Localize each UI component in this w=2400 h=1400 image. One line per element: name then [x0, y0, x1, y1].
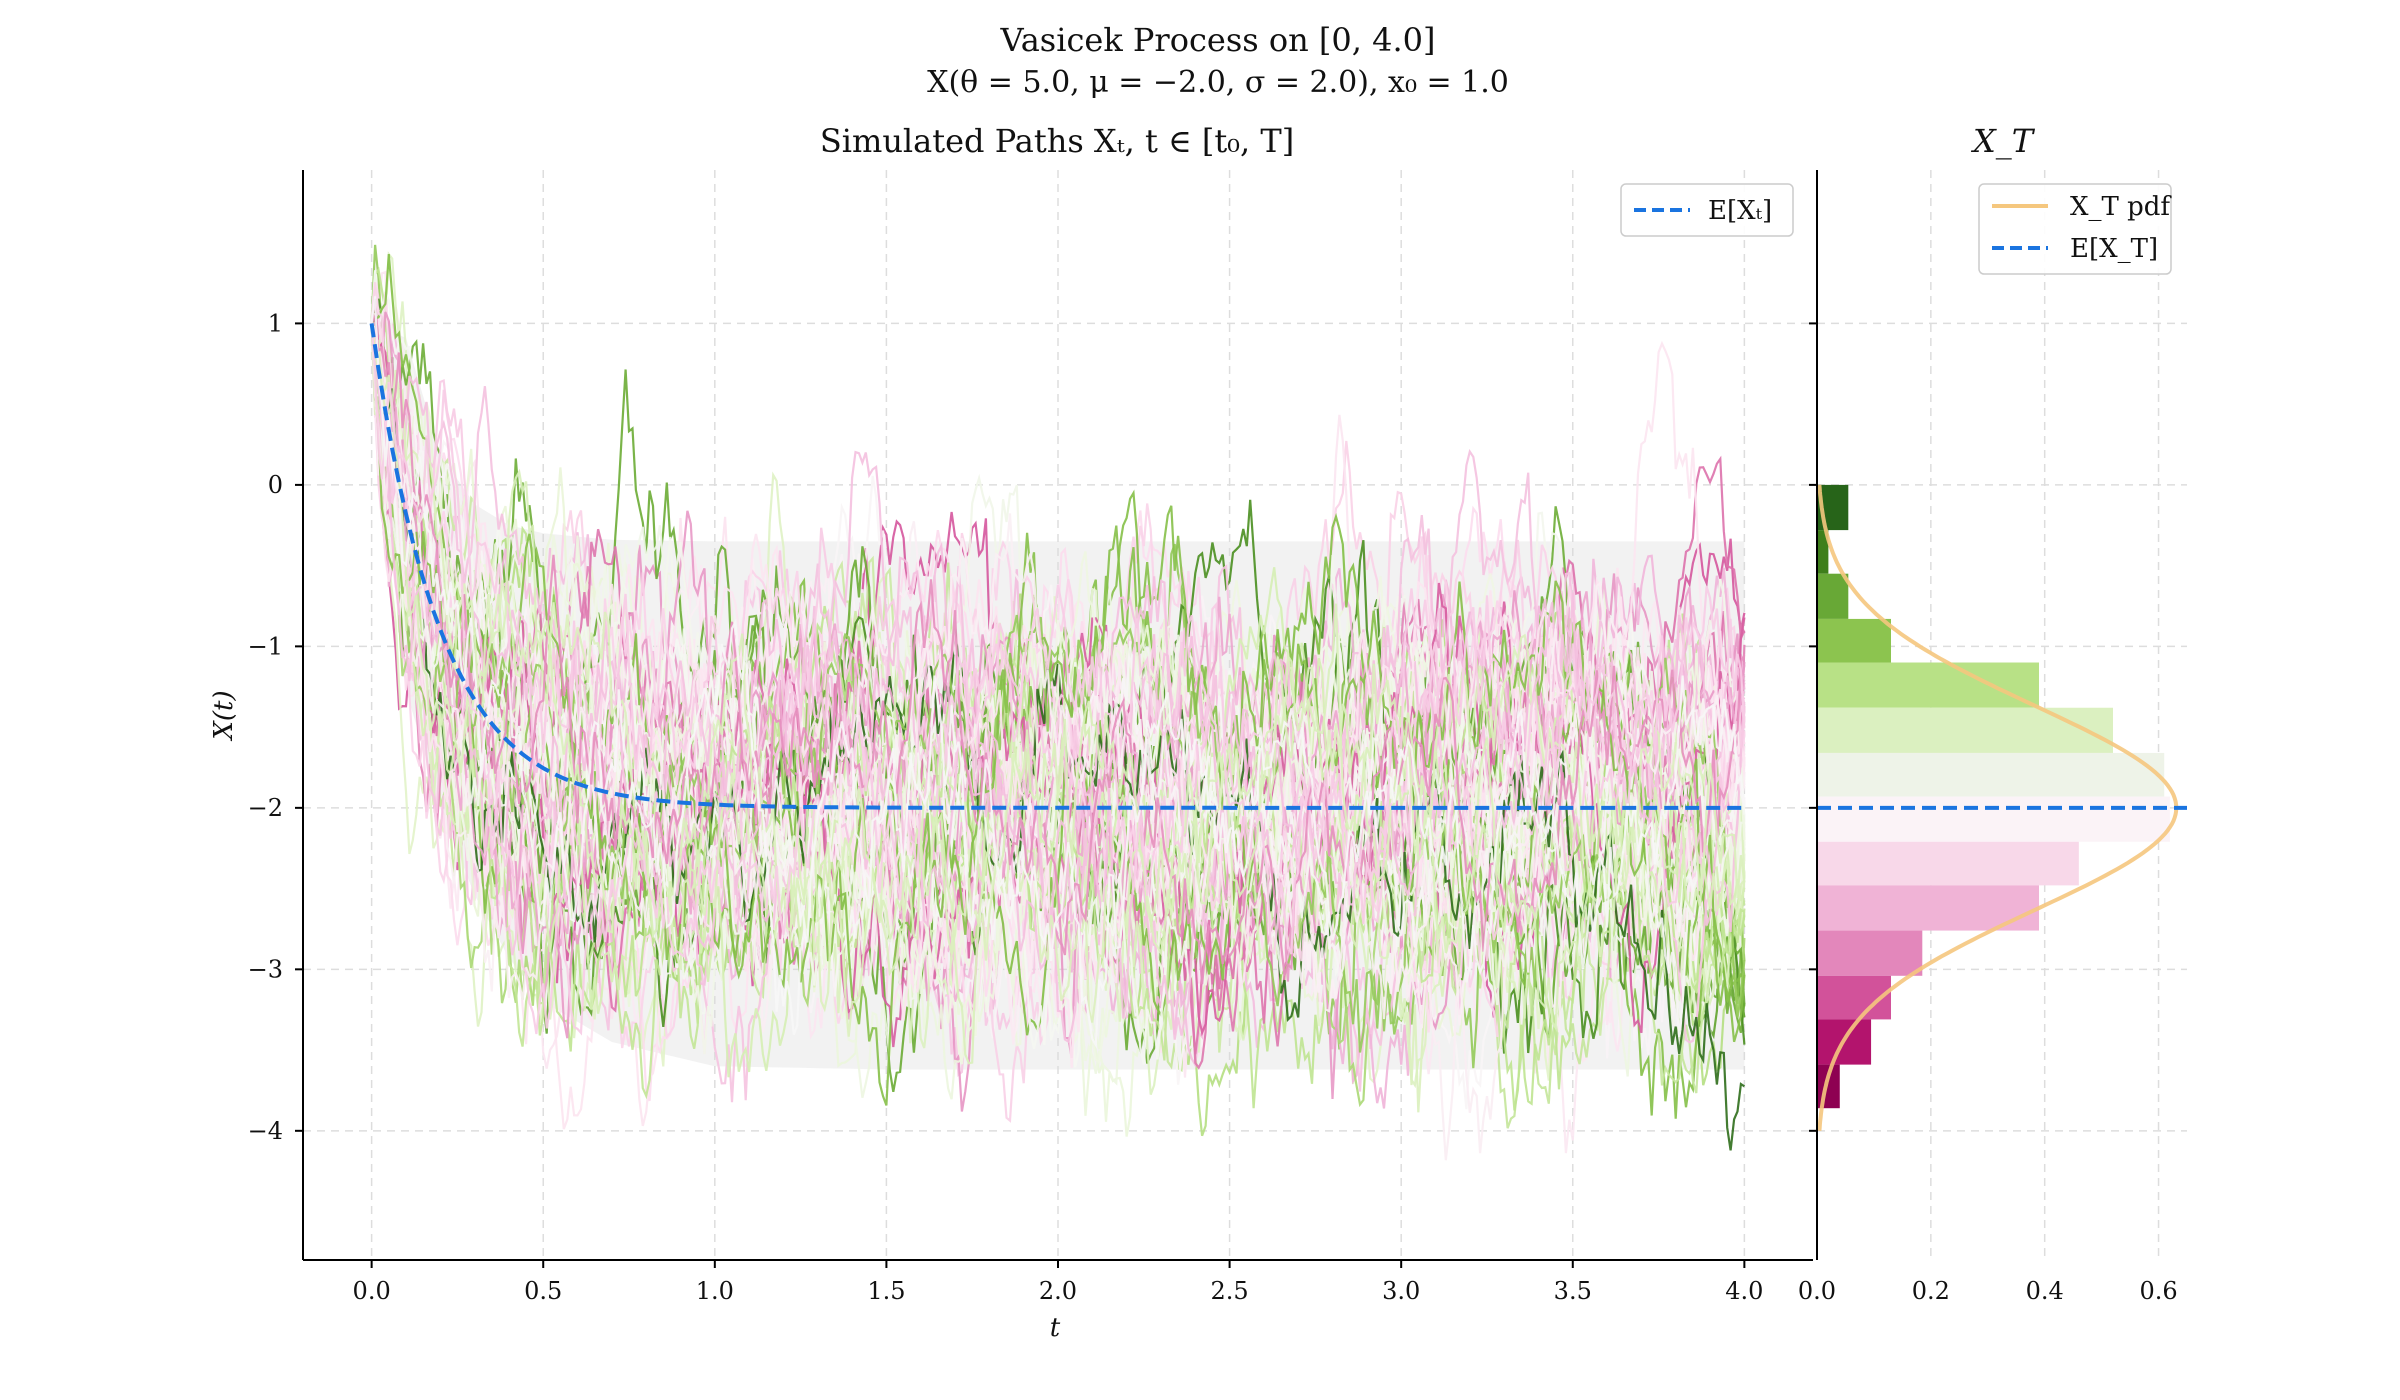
simulated-path [370, 323, 1745, 1026]
terminal-x-tick-label: 0.2 [1912, 1277, 1950, 1305]
simulated-path [370, 323, 1746, 1065]
paths-x-tick-label: 2.0 [1039, 1277, 1077, 1305]
simulated-path [370, 323, 1746, 1037]
paths-y-tick-label: 1 [268, 309, 283, 337]
paths-y-tick-label: −2 [248, 794, 283, 822]
paths-x-tick-label: 4.0 [1725, 1277, 1763, 1305]
paths-legend-box [1620, 183, 1794, 237]
paths-x-tick-label: 3.5 [1554, 1277, 1592, 1305]
paths-x-tick-label: 2.5 [1211, 1277, 1249, 1305]
paths-panel: Simulated Paths Xₜ, t ∈ [t₀, T] 0.0 0.5 1.… [209, 122, 1813, 1343]
simulated-path [370, 323, 1746, 1106]
terminal-legend: X_T pdf E[X_T] [1978, 183, 2172, 275]
simulated-path [370, 282, 1746, 962]
terminal-x-tick-label: 0.0 [1798, 1277, 1836, 1305]
terminal-legend-expectation-label: E[X_T] [2070, 234, 2158, 264]
paths-legend-expectation-label: E[Xₜ] [1708, 196, 1772, 226]
simulated-paths [370, 244, 1746, 1161]
paths-y-tick-label: −1 [248, 632, 283, 660]
histogram-bar [1817, 707, 2113, 753]
terminal-panel: X_T 0.0 0.2 0.4 0.6 X_T pdf E[X_T] [1798, 122, 2187, 1305]
simulated-path [370, 323, 1746, 1068]
simulated-path [370, 296, 1746, 1049]
terminal-x-ticks: 0.0 0.2 0.4 0.6 [1798, 1277, 2178, 1305]
histogram-bar [1817, 796, 2170, 842]
histogram-bar [1817, 573, 1849, 619]
terminal-histogram [1817, 484, 2170, 1109]
histogram-bar [1817, 885, 2039, 931]
paths-x-ticks: 0.0 0.5 1.0 1.5 2.0 2.5 3.0 3.5 4.0 [353, 1260, 1763, 1305]
paths-y-tick-label: −4 [248, 1117, 283, 1145]
expectation-line [369, 323, 1745, 810]
paths-x-tick-label: 1.0 [696, 1277, 734, 1305]
paths-x-tick-label: 3.0 [1382, 1277, 1420, 1305]
expectation-line-group [369, 323, 1745, 810]
simulated-path [370, 323, 1746, 1036]
paths-x-tick-label: 0.0 [353, 1277, 391, 1305]
histogram-bar [1817, 752, 2165, 797]
paths-x-tick-label: 1.5 [867, 1277, 905, 1305]
simulated-path [370, 323, 1746, 1053]
paths-y-ticks: 1 0 −1 −2 −3 −4 [248, 309, 303, 1145]
histogram-bar [1817, 841, 2079, 886]
paths-panel-title: Simulated Paths Xₜ, t ∈ [t₀, T] [820, 122, 1294, 160]
histogram-bar [1817, 662, 2039, 708]
histogram-bar [1817, 530, 1829, 574]
histogram-bar [1817, 930, 1923, 976]
terminal-legend-pdf-label: X_T pdf [2070, 192, 2172, 222]
simulated-path [370, 323, 1746, 1044]
terminal-x-tick-label: 0.6 [2139, 1277, 2177, 1305]
figure-title: Vasicek Process on [0, 4.0] [1000, 21, 1436, 59]
paths-y-tick-label: 0 [268, 471, 283, 499]
paths-y-axis-label: X(t) [209, 690, 239, 741]
paths-x-tick-label: 0.5 [524, 1277, 562, 1305]
terminal-x-tick-label: 0.4 [2026, 1277, 2064, 1305]
simulated-path [370, 323, 1746, 938]
paths-x-axis-label: t [1050, 1313, 1061, 1343]
terminal-panel-title: X_T [1970, 122, 2036, 160]
terminal-y-tick-marks [1809, 322, 1817, 1132]
paths-y-tick-label: −3 [248, 955, 283, 983]
histogram-bar [1817, 618, 1891, 663]
figure-subtitle: X(θ = 5.0, μ = −2.0, σ = 2.0), x₀ = 1.0 [927, 65, 1509, 100]
paths-legend: E[Xₜ] [1620, 183, 1794, 237]
